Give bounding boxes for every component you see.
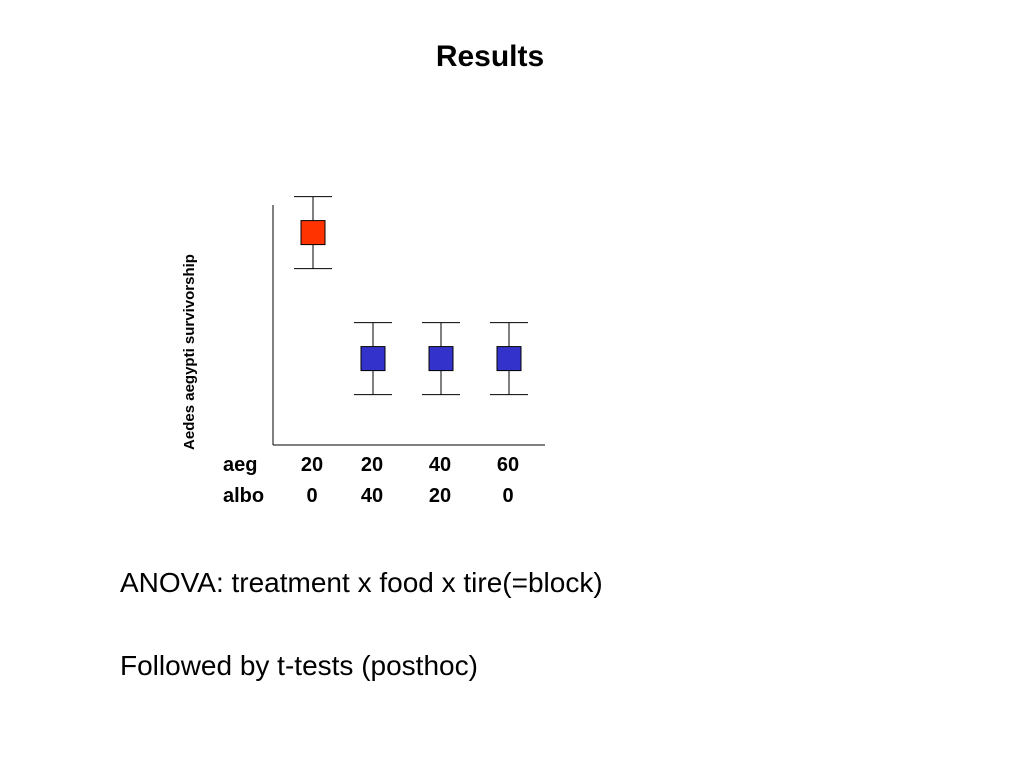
data-point (496, 346, 522, 372)
tick-label-aeg: 20 (301, 454, 323, 476)
data-point (300, 220, 326, 246)
tick-label-aeg: 20 (361, 454, 383, 476)
row-label-albo: albo (223, 485, 264, 507)
tick-label-albo: 0 (306, 485, 317, 507)
tick-label-albo: 20 (429, 485, 451, 507)
row-label-aeg: aeg (223, 454, 257, 476)
tick-label-aeg: 60 (497, 454, 519, 476)
slide-title: Results (435, 40, 545, 73)
data-point (428, 346, 454, 372)
tick-label-aeg: 40 (429, 454, 451, 476)
tick-label-albo: 0 (502, 485, 513, 507)
posthoc-text: Followed by t-tests (posthoc) (120, 650, 478, 681)
y-axis-label: Aedes aegypti survivorship (181, 254, 198, 450)
data-point (360, 346, 386, 372)
tick-label-albo: 40 (361, 485, 383, 507)
survivorship-chart: Aedes aegypti survivorship aeg albo 20 0 20 40… (181, 196, 545, 507)
anova-text: ANOVA: treatment x food x tire(=block) (120, 567, 603, 598)
